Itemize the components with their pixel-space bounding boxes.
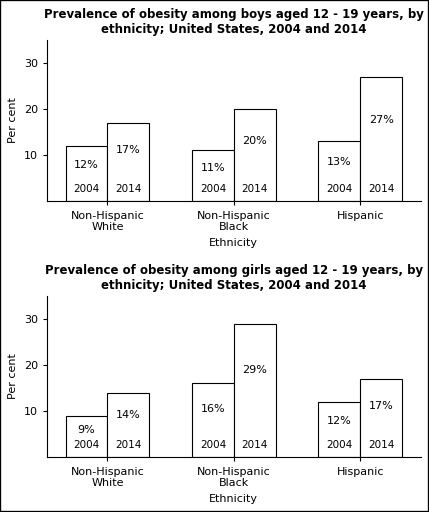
- Text: 11%: 11%: [201, 163, 225, 173]
- Bar: [234, 324, 275, 457]
- Bar: [192, 383, 234, 457]
- Text: 2014: 2014: [115, 440, 142, 450]
- Text: 20%: 20%: [242, 136, 267, 146]
- Text: 2004: 2004: [326, 440, 353, 450]
- Bar: [192, 151, 234, 201]
- Title: Prevalence of obesity among girls aged 12 - 19 years, by
ethnicity; United State: Prevalence of obesity among girls aged 1…: [45, 264, 423, 292]
- X-axis label: Ethnicity: Ethnicity: [209, 494, 258, 504]
- Text: 2004: 2004: [326, 184, 353, 194]
- Text: 13%: 13%: [327, 157, 352, 167]
- Text: 9%: 9%: [78, 425, 96, 435]
- Text: 29%: 29%: [242, 366, 267, 375]
- Y-axis label: Per cent: Per cent: [8, 354, 18, 399]
- Text: 2004: 2004: [200, 440, 226, 450]
- Text: 2014: 2014: [368, 440, 394, 450]
- Text: 12%: 12%: [327, 416, 352, 426]
- Bar: [66, 416, 108, 457]
- Text: 2014: 2014: [368, 184, 394, 194]
- Text: 27%: 27%: [369, 115, 393, 125]
- Text: 2004: 2004: [73, 440, 100, 450]
- Bar: [234, 109, 275, 201]
- Text: 17%: 17%: [369, 401, 393, 411]
- Text: 17%: 17%: [116, 145, 141, 155]
- Text: 2014: 2014: [242, 440, 268, 450]
- Text: 2014: 2014: [242, 184, 268, 194]
- Bar: [360, 379, 402, 457]
- Text: 16%: 16%: [201, 404, 225, 414]
- Text: 14%: 14%: [116, 410, 141, 420]
- Text: 2004: 2004: [73, 184, 100, 194]
- Text: 2004: 2004: [200, 184, 226, 194]
- Bar: [360, 77, 402, 201]
- Bar: [66, 146, 108, 201]
- Bar: [108, 123, 149, 201]
- Bar: [108, 393, 149, 457]
- Bar: [318, 141, 360, 201]
- Text: 12%: 12%: [74, 160, 99, 170]
- Y-axis label: Per cent: Per cent: [8, 98, 18, 143]
- X-axis label: Ethnicity: Ethnicity: [209, 238, 258, 248]
- Text: 2014: 2014: [115, 184, 142, 194]
- Bar: [318, 402, 360, 457]
- Title: Prevalence of obesity among boys aged 12 - 19 years, by
ethnicity; United States: Prevalence of obesity among boys aged 12…: [44, 8, 424, 36]
